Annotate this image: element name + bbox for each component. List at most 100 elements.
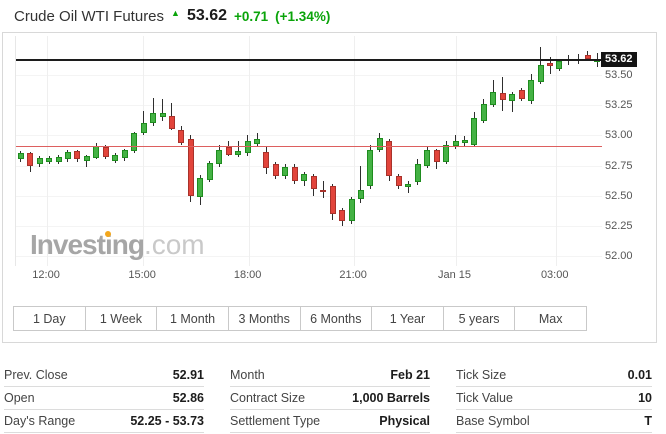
candle-up[interactable] [131,132,138,151]
candle-up[interactable] [537,65,544,82]
candle-down[interactable] [187,138,194,196]
candle-wick [407,181,409,194]
candle-down[interactable] [263,152,270,168]
candle-down[interactable] [168,115,175,130]
candle-up[interactable] [140,123,147,133]
candle-up[interactable] [112,154,119,161]
candle-down[interactable] [584,55,591,59]
candle-down[interactable] [102,147,109,158]
candle-down[interactable] [178,130,185,143]
candle-up[interactable] [424,149,431,166]
info-label: Month [230,368,265,382]
candle-up[interactable] [357,189,364,200]
candle-wick [152,97,154,126]
candle-up[interactable] [159,113,166,118]
timeframe-button-bar: 1 Day 1 Week 1 Month 3 Months 6 Months 1 Year… [13,306,587,331]
timeframe-button-3-months[interactable]: 3 Months [227,307,300,330]
candle-up[interactable] [17,153,24,160]
info-label: Contract Size [230,391,306,405]
info-value: 52.86 [172,391,204,405]
candle-up[interactable] [64,152,71,160]
candle-up[interactable] [197,177,204,197]
timeframe-button-max[interactable]: Max [514,307,586,330]
candle-wick [511,91,513,113]
timeframe-button-1-week[interactable]: 1 Week [84,307,157,330]
candle-up[interactable] [405,183,412,188]
candle-down[interactable] [320,189,327,193]
candle-up[interactable] [367,149,374,187]
candle-up[interactable] [83,155,90,161]
candle-up[interactable] [414,164,421,183]
candle-up[interactable] [556,61,563,69]
candle-up[interactable] [509,94,516,102]
candle-up[interactable] [206,163,213,181]
candle-up[interactable] [46,158,53,162]
candle-up[interactable] [461,140,468,143]
candle-up[interactable] [480,103,487,121]
candle-up[interactable] [282,166,289,177]
candle-down[interactable] [225,147,232,155]
candle-down[interactable] [310,176,317,189]
candle-up[interactable] [254,138,261,144]
candle-down[interactable] [499,92,506,101]
timeframe-button-6-months[interactable]: 6 Months [299,307,372,330]
candle-up[interactable] [443,144,450,162]
candle-up[interactable] [301,174,308,182]
info-column: Month Feb 21 Contract Size 1,000 Barrels Set… [230,364,430,433]
timeframe-button-1-month[interactable]: 1 Month [156,307,228,330]
candle-up[interactable] [55,157,62,162]
candle-down[interactable] [395,176,402,187]
candle-down[interactable] [27,153,34,166]
x-axis-tick-label: Jan 15 [437,269,472,281]
candle-up[interactable] [452,141,459,147]
info-row: Open 52.86 [4,387,204,410]
y-axis-tick-label: 53.00 [605,129,633,142]
candle-up[interactable] [93,146,100,159]
candle-up[interactable] [471,118,478,145]
price-change-percent: (+1.34%) [275,8,331,24]
price-gridline [16,135,602,137]
candle-up[interactable] [376,137,383,150]
candle-wick [577,54,579,64]
info-label: Base Symbol [456,414,530,428]
x-axis-tick-label: 03:00 [540,269,569,281]
candle-down[interactable] [339,210,346,222]
candle-down[interactable] [291,166,298,182]
candle-down[interactable] [518,90,525,99]
candle-down[interactable] [74,151,81,160]
candle-up[interactable] [348,199,355,222]
last-price: 53.62 [186,7,227,24]
candle-up[interactable] [216,149,223,165]
info-row: Day's Range 52.25 - 53.73 [4,410,204,433]
candle-down[interactable] [547,62,554,67]
candle-up[interactable] [490,91,497,105]
candle-up[interactable] [36,158,43,165]
price-gridline [16,195,602,197]
x-axis: 12:00 15:00 18:00 21:00 Jan 15 03:00 [15,269,601,285]
time-gridline [143,36,145,266]
timeframe-button-1-year[interactable]: 1 Year [371,307,443,330]
candle-wick [143,111,145,136]
info-row: Tick Value 10 [456,387,652,410]
info-value: Physical [379,414,430,428]
candle-up[interactable] [528,79,535,102]
candle-up[interactable] [150,113,157,124]
info-label: Tick Value [456,391,513,405]
candle-up[interactable] [244,141,251,154]
y-axis-tick-label: 52.75 [605,159,633,172]
candle-up[interactable] [121,149,128,159]
candle-down[interactable] [386,141,393,177]
timeframe-button-5-years[interactable]: 5 years [442,307,515,330]
price-up-arrow-icon: ▲ [171,8,180,18]
candlestick-plot-area[interactable]: Investing.com [15,36,602,266]
candle-down[interactable] [329,186,336,214]
y-axis-tick-label: 52.25 [605,220,633,233]
candle-up[interactable] [235,151,242,155]
candle-down[interactable] [433,149,440,162]
timeframe-button-1-day[interactable]: 1 Day [32,311,66,326]
candle-down[interactable] [272,164,279,177]
y-axis-tick-label: 52.50 [605,189,633,202]
time-gridline [354,36,356,266]
info-row: Prev. Close 52.91 [4,364,204,387]
